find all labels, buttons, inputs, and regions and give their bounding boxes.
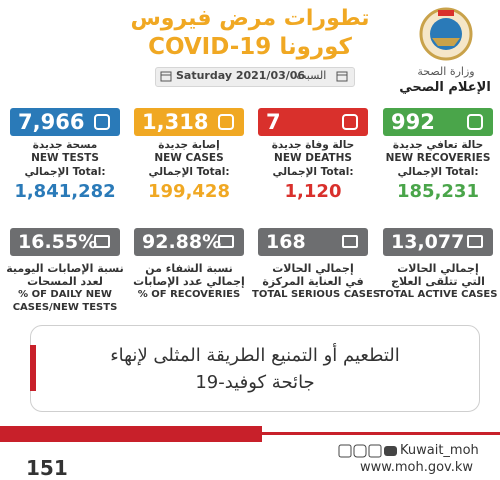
stat-label: % OF RECOVERIES — [137, 289, 241, 300]
stat-icon — [218, 235, 234, 248]
card-label-en: NEW CASES — [154, 152, 224, 164]
stat-label: TOTAL SERIOUS CASES — [252, 289, 381, 300]
website: www.moh.gov.kw — [360, 460, 474, 475]
stat-icon — [94, 235, 110, 248]
department: الإعلام الصحي — [399, 80, 491, 95]
stat-label: في العناية المركزة — [262, 275, 364, 288]
card-label-en: NEW TESTS — [31, 152, 99, 164]
message-line2: جائحة كوفيد-19 — [195, 372, 315, 393]
footer-band — [0, 426, 262, 442]
stat-value: 92.88% — [134, 228, 244, 256]
card-icon — [467, 114, 483, 130]
card-label-en: NEW DEATHS — [274, 152, 352, 164]
stat-value: 16.55% — [10, 228, 120, 256]
card-total: 185,231 — [397, 181, 479, 202]
card-label-en: NEW RECOVERIES — [385, 152, 491, 164]
stat-label: إجمالي الحالات — [397, 262, 479, 275]
date-bar — [155, 67, 355, 87]
stat-label: نسبة الإصابات اليومية — [6, 262, 124, 275]
card-total: 1,120 — [284, 181, 342, 202]
card-total-label: الإجمالي Total: — [148, 166, 230, 178]
footer-line — [262, 432, 500, 435]
stat-icon — [342, 235, 358, 248]
stat-label: إجمالي عدد الإصابات — [133, 275, 245, 288]
stat-value: 168 — [258, 228, 368, 256]
card-total-label: الإجمالي Total: — [397, 166, 479, 178]
stat-label: TOTAL ACTIVE CASES — [378, 289, 498, 300]
title-line1: تطورات مرض فيروس — [130, 6, 370, 31]
card-icon — [94, 114, 110, 130]
day: السبت — [296, 69, 327, 82]
card-total-label: الإجمالي Total: — [24, 166, 106, 178]
card-total: 199,428 — [148, 181, 230, 202]
stat-label: إجمالي الحالات — [272, 262, 354, 275]
calendar-icon — [336, 71, 348, 82]
card-icon — [342, 114, 358, 130]
card-value: 7 — [258, 108, 368, 136]
card-label-ar: حالة وفاة جديدة — [271, 139, 355, 151]
stat-label: نسبة الشفاء من — [145, 262, 233, 275]
ministry: وزارة الصحة — [417, 65, 475, 78]
message-box — [30, 325, 480, 412]
card-label-ar: إصابة جديدة — [158, 139, 220, 151]
card-label-ar: حالة تعافي جديدة — [392, 139, 484, 151]
calendar-icon — [160, 71, 172, 82]
stat-value: 13,077 — [383, 228, 493, 256]
message-line1: التطعيم أو التمنيع الطريقة المثلى لإنهاء — [110, 345, 400, 366]
stat-label: CASES/NEW TESTS — [12, 302, 118, 313]
card-value: 7,966 — [10, 108, 120, 136]
stat-label: التي تتلقى العلاج — [391, 275, 485, 288]
message-accent — [30, 345, 36, 391]
social-icons — [338, 444, 397, 458]
hotline: 151 — [26, 456, 68, 480]
handle: Kuwait_moh — [400, 443, 479, 458]
card-value: 992 — [383, 108, 493, 136]
card-total: 1,841,282 — [14, 181, 116, 202]
card-icon — [218, 114, 234, 130]
date: Saturday 2021/03/06 — [176, 69, 306, 82]
logo — [419, 7, 473, 61]
stat-label: لعدد المسحات — [27, 275, 103, 288]
card-value: 1,318 — [134, 108, 244, 136]
card-total-label: الإجمالي Total: — [272, 166, 354, 178]
card-label-ar: مسحة جديدة — [32, 139, 98, 151]
stat-icon — [467, 235, 483, 248]
page: وزارة الصحة الإعلام الصحي تطورات مرض فير… — [0, 6, 500, 480]
title-line2: كورونا COVID-19 — [148, 34, 352, 60]
stat-label: % OF DAILY NEW — [18, 289, 112, 300]
